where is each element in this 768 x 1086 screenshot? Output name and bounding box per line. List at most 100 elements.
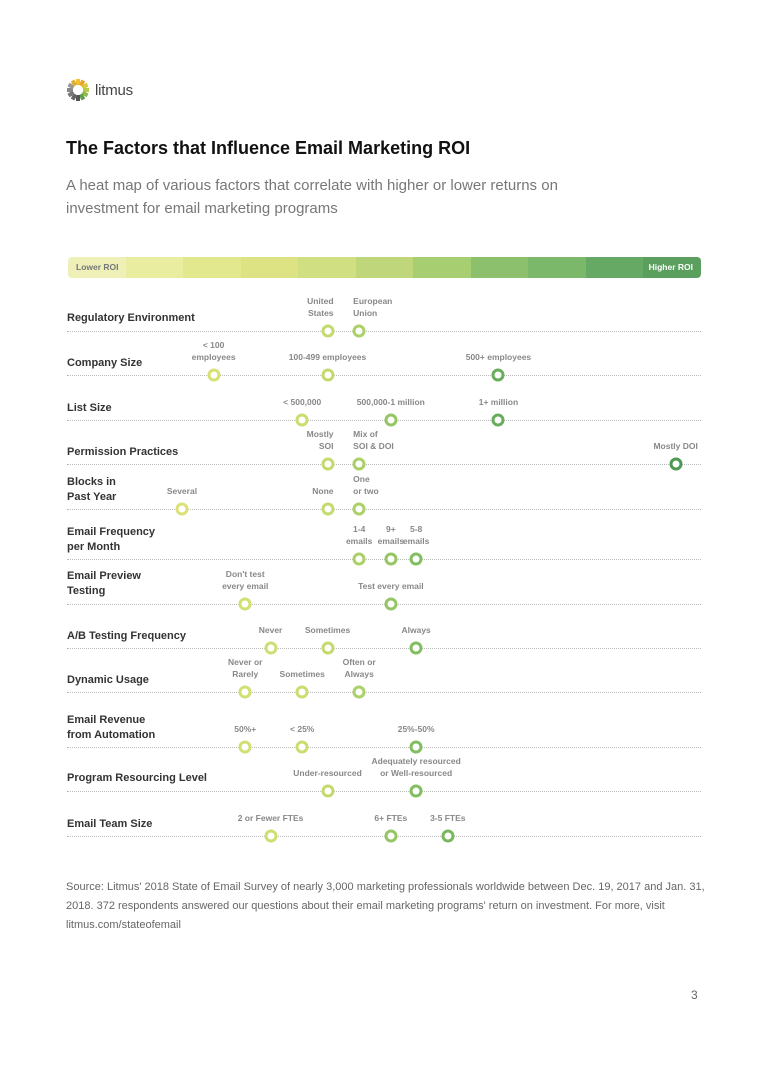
scale-segment (643, 257, 701, 278)
option-label: 25%-50% (397, 724, 435, 734)
scale-segment (355, 257, 414, 278)
logo-petal (76, 95, 80, 101)
factor-label: Email Preview Testing (67, 570, 141, 597)
option-label: European Union (353, 296, 393, 318)
roi-marker (384, 413, 398, 427)
roi-marker (321, 784, 335, 798)
roi-marker (207, 368, 221, 382)
option-label: Don't test every email (222, 569, 269, 591)
factor-label: Regulatory Environment (67, 312, 195, 324)
litmus-logo-icon (67, 79, 89, 101)
roi-marker (321, 457, 335, 471)
higher-roi-label: Higher ROI (648, 262, 693, 272)
option-label: Sometimes (304, 625, 351, 635)
roi-marker (321, 324, 335, 338)
option-label: Always (401, 625, 431, 635)
factor-label: Email Team Size (67, 818, 153, 830)
scale-segment (298, 257, 356, 278)
option-label: 50%+ (234, 724, 257, 734)
row-divider (67, 331, 701, 332)
option-label: < 25% (290, 724, 315, 734)
option-label: Never (258, 625, 283, 635)
option-label: 3-5 FTEs (430, 813, 466, 823)
roi-marker (321, 368, 335, 382)
factor-label: A/B Testing Frequency (67, 630, 186, 642)
logo-petal (81, 82, 89, 90)
factor-label: Email Revenue from Automation (67, 714, 156, 741)
roi-marker (264, 829, 278, 843)
roi-marker (175, 502, 189, 516)
scale-segment (413, 257, 471, 278)
factor-label: List Size (67, 402, 112, 414)
logo-petal (67, 82, 75, 90)
roi-marker (352, 502, 366, 516)
option-label: 9+ emails (377, 524, 405, 546)
logo-petal (78, 93, 86, 101)
logo-text: litmus (95, 81, 133, 99)
roi-marker (238, 740, 252, 754)
roi-marker (321, 502, 335, 516)
roi-marker (352, 457, 366, 471)
roi-marker (384, 552, 398, 566)
roi-marker (409, 641, 423, 655)
option-label: 100-499 employees (288, 352, 367, 362)
factor-label: Permission Practices (67, 446, 179, 458)
roi-marker (384, 829, 398, 843)
factor-label: Email Frequency per Month (67, 526, 156, 553)
roi-marker (441, 829, 455, 843)
option-label: 500+ employees (465, 352, 532, 362)
scale-segment (183, 257, 241, 278)
factor-label: Program Resourcing Level (67, 772, 207, 784)
option-label: < 500,000 (283, 397, 322, 407)
option-label: Mostly DOI (653, 441, 698, 451)
scale-segment (240, 257, 299, 278)
row-divider (67, 747, 701, 748)
option-label: 5-8 emails (402, 524, 430, 546)
logo-petal (81, 90, 89, 98)
row-divider (67, 648, 701, 649)
roi-marker (295, 685, 309, 699)
lower-roi-label: Lower ROI (76, 262, 119, 272)
option-label: Under-resourced (293, 768, 362, 778)
roi-marker (352, 552, 366, 566)
row-divider (67, 791, 701, 792)
roi-marker (352, 324, 366, 338)
option-label: 2 or Fewer FTEs (237, 813, 304, 823)
scale-segment (528, 257, 586, 278)
option-label: Sometimes (279, 669, 325, 679)
row-divider (67, 375, 701, 376)
scale-segment (68, 257, 126, 278)
option-label: 500,000-1 million (356, 397, 425, 407)
row-divider (67, 604, 701, 605)
option-label: Never or Rarely (227, 657, 263, 679)
option-label: 1+ million (478, 397, 519, 407)
row-divider (67, 464, 701, 465)
logo-petal (67, 88, 73, 92)
roi-marker (295, 740, 309, 754)
source-note: Source: Litmus' 2018 State of Email Surv… (66, 881, 705, 931)
option-label: Mostly SOI (306, 429, 334, 451)
scale-segment (585, 257, 644, 278)
logo-petal (70, 93, 78, 101)
row-divider (67, 692, 701, 693)
page-number: 3 (691, 988, 698, 1002)
factor-label: Company Size (67, 357, 143, 369)
roi-marker (669, 457, 683, 471)
scale-segment (470, 257, 529, 278)
logo-petal (76, 79, 80, 85)
row-divider (67, 420, 701, 421)
roi-color-scale: Lower ROI Higher ROI (68, 257, 701, 278)
option-label: None (312, 486, 334, 496)
option-label: Test every email (358, 581, 424, 591)
option-label: United States (307, 296, 334, 318)
roi-marker (491, 413, 505, 427)
roi-marker (352, 685, 366, 699)
logo-petal (67, 90, 75, 98)
row-divider (67, 836, 701, 837)
roi-marker (321, 641, 335, 655)
option-label: Mix of SOI & DOI (353, 429, 394, 451)
roi-marker (238, 597, 252, 611)
option-label: Several (166, 486, 198, 496)
roi-marker (238, 685, 252, 699)
page-title: The Factors that Influence Email Marketi… (66, 138, 471, 158)
